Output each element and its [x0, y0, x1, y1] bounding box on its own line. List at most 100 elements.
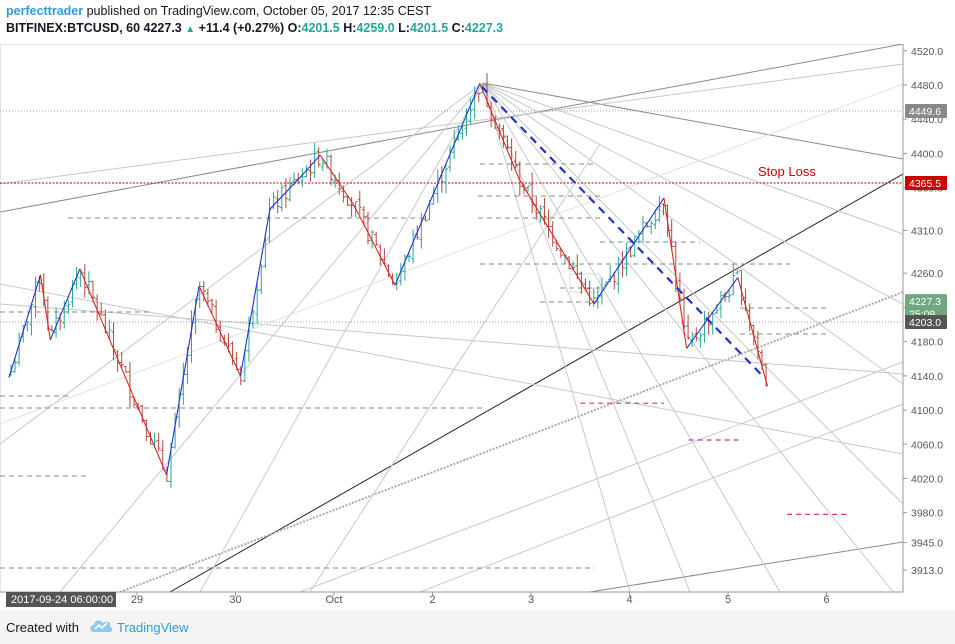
trend-line[interactable]	[0, 283, 903, 455]
wave-down-segment[interactable]	[79, 268, 168, 476]
symbol-info-line: BITFINEX:BTCUSD, 60 4227.3 ▲ +11.4 (+0.2…	[6, 21, 503, 35]
time-tick-label: 2	[429, 594, 435, 606]
ohlc-bar	[308, 159, 313, 182]
price-badge: 4365.5	[905, 175, 947, 190]
ohlc-bar	[513, 150, 518, 169]
wave-down-segment[interactable]	[319, 154, 355, 206]
ohlc-bar	[443, 164, 448, 194]
wave-down-segment[interactable]	[39, 274, 51, 340]
wave-down-segment[interactable]	[518, 178, 595, 305]
wave-up-segment[interactable]	[269, 174, 303, 210]
price-badge: 4203.0	[905, 314, 947, 329]
zigzag-waves-layer[interactable]	[8, 83, 768, 476]
price-tick-label: 3913.0	[911, 565, 943, 577]
trend-line[interactable]	[482, 82, 631, 592]
price-badge-label: 4203.0	[909, 317, 941, 329]
ohlc-bar	[283, 178, 288, 209]
price-tick-label: 4260.0	[911, 268, 943, 280]
tradingview-brand-link[interactable]: TradingView	[117, 620, 189, 635]
ohlc-bar	[214, 300, 219, 334]
trend-line[interactable]	[482, 82, 903, 160]
trend-line[interactable]	[0, 83, 903, 425]
ohlc-bar	[205, 288, 210, 307]
ohlc-bar	[682, 288, 687, 335]
trend-line[interactable]	[482, 82, 781, 592]
ohlc-bar	[690, 331, 695, 347]
trend-line[interactable]	[0, 44, 903, 213]
ohlc-bar	[251, 309, 256, 329]
ohlc-bar	[460, 124, 465, 140]
trend-line[interactable]	[0, 82, 484, 445]
trend-line[interactable]	[299, 361, 903, 592]
open-label: O:	[287, 21, 302, 35]
price-tick-label: 4480.0	[911, 80, 943, 92]
price-badge-box	[905, 314, 947, 329]
ohlc-bar	[329, 154, 334, 186]
tradingview-cloud-icon[interactable]	[88, 616, 114, 636]
trend-line[interactable]	[199, 82, 484, 592]
wave-up-segment[interactable]	[302, 154, 321, 176]
wave-up-segment[interactable]	[166, 285, 200, 476]
trend-line[interactable]	[169, 173, 903, 592]
time-tick-label: 5	[725, 594, 731, 606]
wave-down-segment[interactable]	[737, 277, 768, 387]
ohlc-bar	[526, 185, 531, 192]
ohlc-bar	[624, 242, 629, 277]
trend-line[interactable]	[482, 82, 903, 385]
trend-line[interactable]	[482, 82, 903, 505]
ohlc-bar	[677, 272, 682, 300]
chart-background	[0, 44, 955, 610]
high-value: 4259.0	[356, 21, 395, 35]
price-scale[interactable]: 4520.04480.04440.04400.04360.04310.04260…	[902, 44, 943, 592]
wave-up-segment[interactable]	[394, 83, 481, 286]
ohlc-bar	[349, 197, 354, 217]
wave-up-segment[interactable]	[49, 268, 81, 341]
close-label: C:	[451, 21, 465, 35]
price-tick-label: 4310.0	[911, 225, 943, 237]
time-scale[interactable]: 29 30 Oct 2 3 4 5 6	[0, 591, 903, 606]
wave-up-segment[interactable]	[593, 197, 665, 305]
created-with-text: Created with	[6, 620, 79, 635]
ohlc-bar	[197, 281, 202, 309]
wave-down-segment[interactable]	[663, 197, 688, 349]
published-text: published on TradingView.com, October 05…	[86, 4, 432, 18]
ohlc-bar	[727, 290, 732, 303]
trend-line[interactable]	[482, 82, 903, 235]
wave-up-segment[interactable]	[8, 274, 41, 378]
price-tick-label: 3945.0	[911, 538, 943, 550]
ohlc-bar	[739, 269, 744, 306]
trend-line[interactable]	[0, 63, 903, 185]
ohlc-bar	[698, 332, 703, 348]
ohlc-bar	[365, 211, 370, 245]
price-badge: 4449.6	[905, 104, 947, 119]
price-change: +11.4 (+0.27%)	[198, 21, 285, 35]
change-up-icon: ▲	[185, 24, 196, 35]
wave-down-segment[interactable]	[198, 285, 241, 377]
wave-up-segment[interactable]	[686, 277, 739, 349]
trend-line[interactable]	[419, 403, 903, 592]
ohlc-bar	[357, 190, 362, 215]
trend-line[interactable]	[482, 82, 691, 592]
chart-header: perfecttrader published on TradingView.c…	[0, 0, 955, 44]
price-tick-label: 4180.0	[911, 337, 943, 349]
symbol-label[interactable]: BITFINEX:BTCUSD, 60	[6, 21, 141, 35]
ohlc-bar	[501, 124, 506, 148]
author-link[interactable]: perfecttrader	[6, 4, 84, 18]
pattern-box[interactable]	[569, 273, 601, 293]
ohlc-bar	[632, 235, 637, 258]
drawing-tools-layer[interactable]	[0, 44, 903, 604]
trend-line[interactable]	[482, 82, 903, 305]
trend-line[interactable]	[59, 82, 484, 592]
wave-down-segment[interactable]	[479, 83, 520, 180]
blue-dashed-trendline[interactable]	[480, 85, 764, 377]
ohlc-bar	[279, 183, 284, 212]
trend-line[interactable]	[0, 303, 903, 375]
trend-line[interactable]	[482, 82, 903, 604]
wave-down-segment[interactable]	[353, 204, 396, 286]
wave-up-segment[interactable]	[239, 208, 271, 376]
trend-line[interactable]	[309, 143, 601, 592]
annotations-layer: Stop Loss	[758, 164, 816, 179]
price-chart[interactable]: Stop Loss 4520.04480.04440.04400.04360.0…	[0, 44, 955, 610]
trend-line[interactable]	[589, 541, 903, 592]
price-badge-box	[905, 175, 947, 190]
